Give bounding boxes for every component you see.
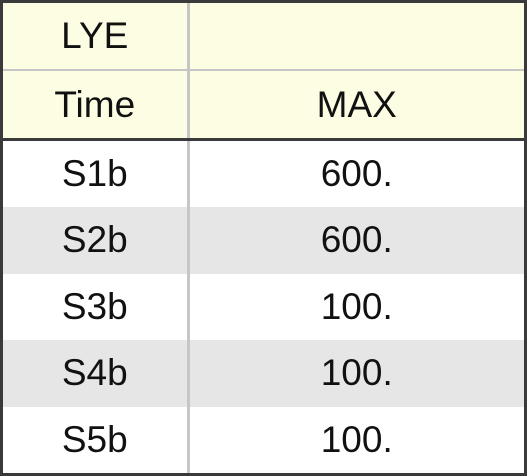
table-row: S4b 100. [3, 340, 524, 407]
table-row: S5b 100. [3, 406, 524, 473]
row-value: 100. [188, 340, 524, 407]
row-label: S3b [3, 273, 190, 341]
row-label: S5b [3, 406, 190, 473]
header-cell-time: Time [3, 70, 190, 141]
row-label: S4b [3, 340, 190, 407]
header-row-group: LYE [3, 3, 524, 72]
results-grid: LYE Time MAX S1b 600. S2b 600. S3b 100. … [3, 3, 524, 473]
row-label: S1b [3, 139, 190, 208]
row-value: 100. [320, 285, 393, 327]
row-label: S2b [3, 207, 190, 274]
row-value: 600. [188, 207, 524, 274]
header-row-columns: Time MAX [3, 70, 524, 141]
table-row: S2b 600. [3, 207, 524, 274]
header-cell-max: MAX [188, 70, 524, 141]
table-row: S1b 600. [3, 139, 524, 208]
table-row: S3b 100. [3, 273, 524, 341]
row-value: 600. [320, 153, 393, 195]
row-value: 100. [320, 418, 393, 460]
header-cell-group-label: LYE [3, 3, 190, 72]
header-cell-group-empty [188, 3, 524, 72]
